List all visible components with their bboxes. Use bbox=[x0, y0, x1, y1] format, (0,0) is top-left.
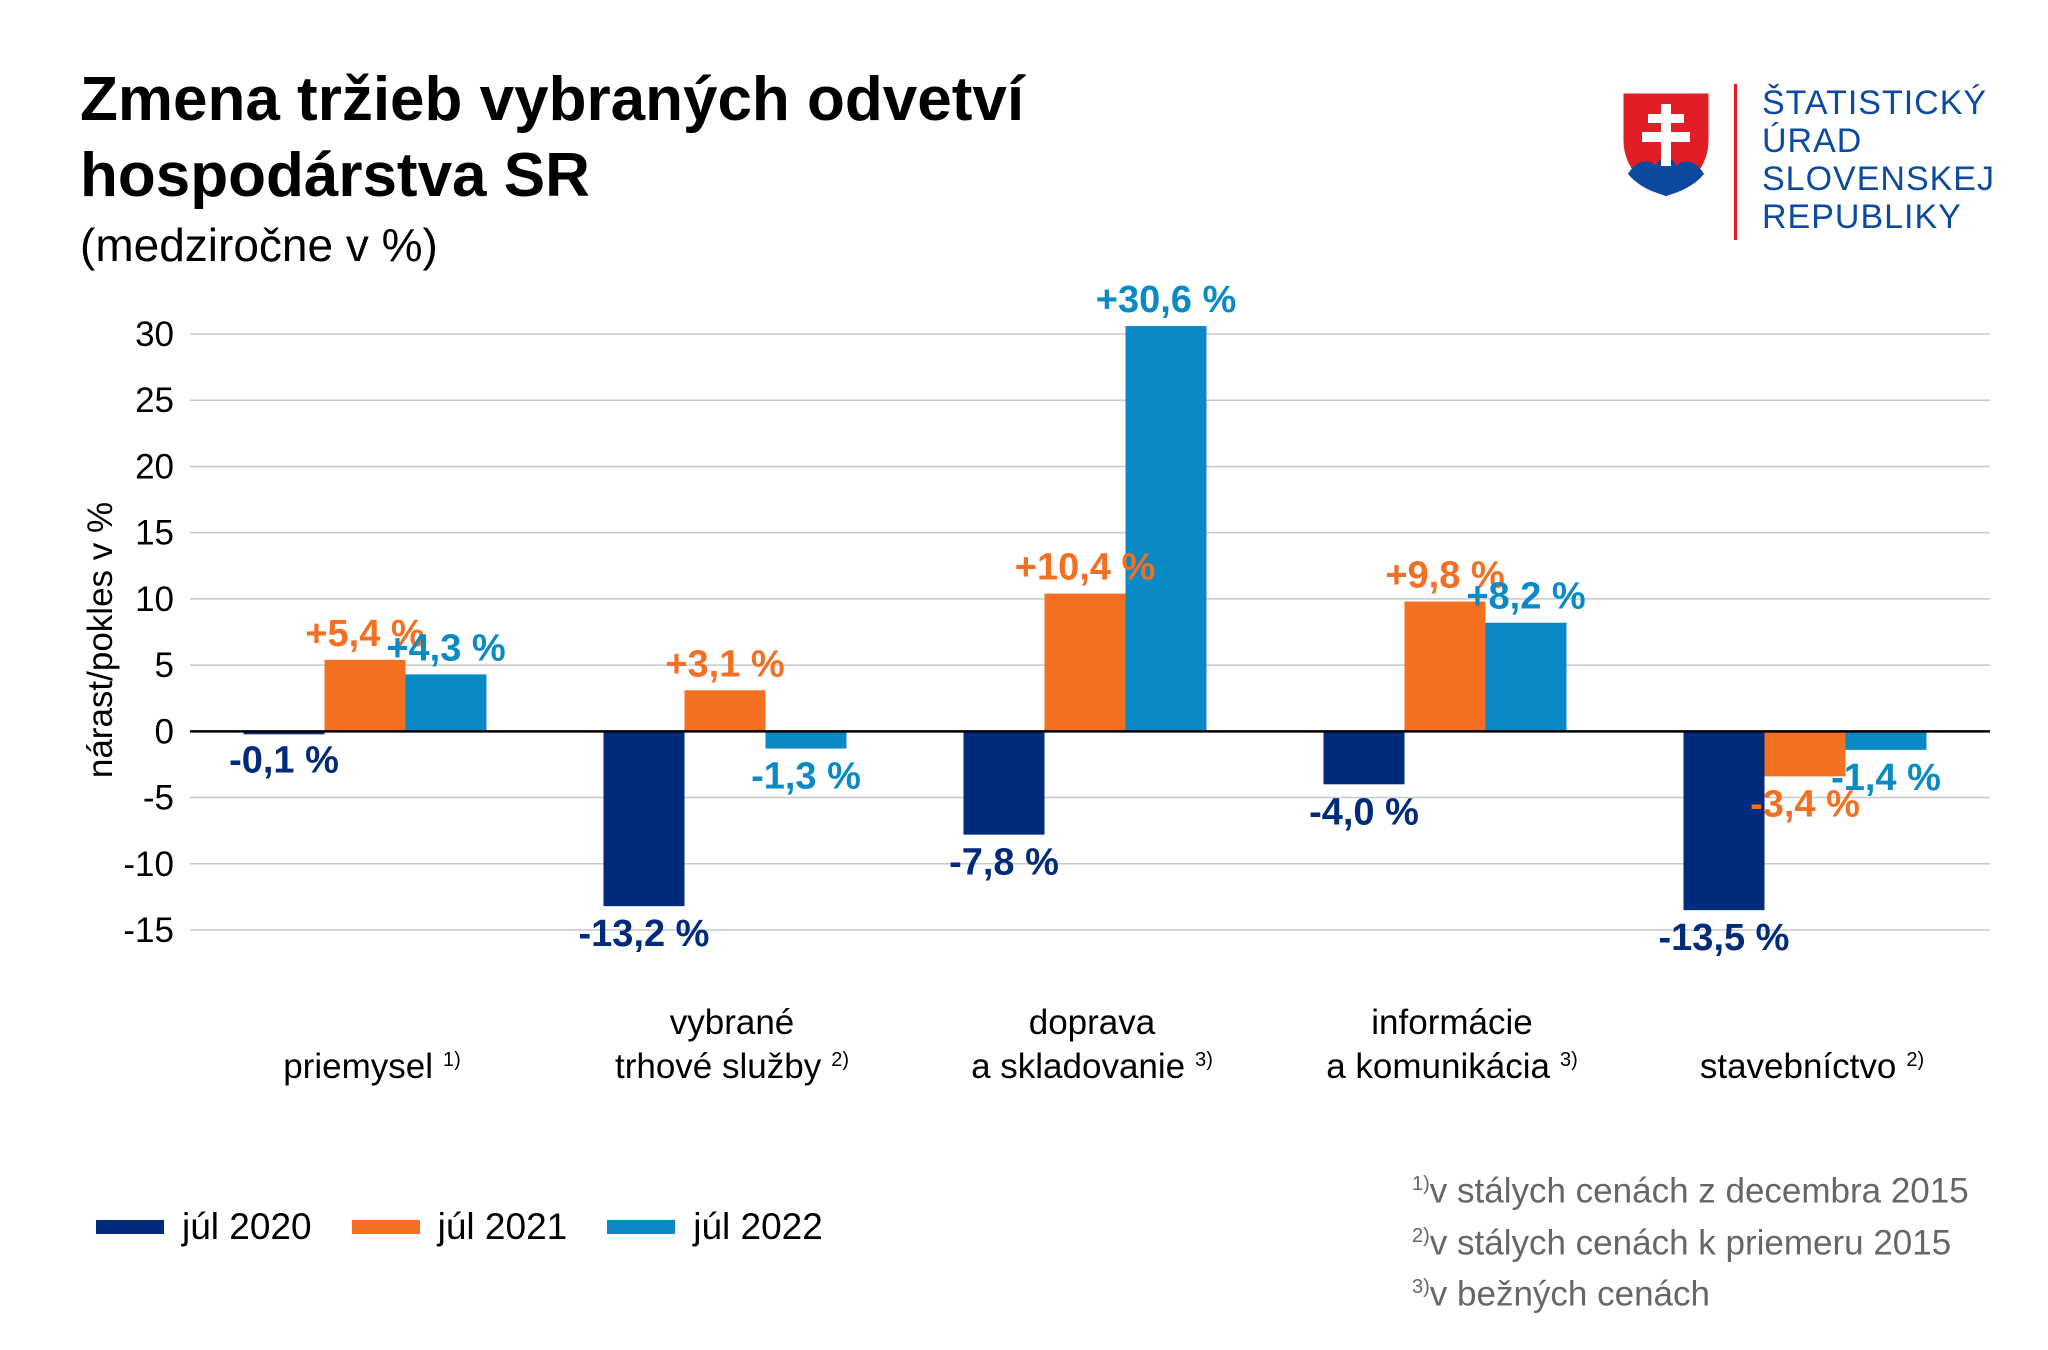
category-label: informácie a komunikácia 3) bbox=[1326, 1003, 1578, 1086]
footnote-3: 3)v bežných cenách bbox=[1412, 1274, 1710, 1314]
data-label: -13,2 % bbox=[579, 913, 710, 955]
bar bbox=[405, 674, 487, 732]
category-label: doprava a skladovanie 3) bbox=[971, 1003, 1213, 1086]
bar bbox=[603, 731, 685, 907]
data-label: -13,5 % bbox=[1659, 917, 1790, 959]
legend-swatch-2020 bbox=[96, 1220, 164, 1234]
legend-item-2021: júl 2021 bbox=[351, 1206, 568, 1248]
footnotes: 1)v stálych cenách z decembra 2015 2)v s… bbox=[1412, 1162, 1969, 1317]
y-tick-label: 25 bbox=[135, 381, 174, 420]
bar bbox=[243, 731, 325, 735]
data-label: +9,8 % bbox=[1385, 555, 1504, 597]
chart-subtitle: (medziročne v %) bbox=[80, 219, 438, 271]
bar bbox=[1404, 601, 1486, 732]
legend-item-2022: júl 2022 bbox=[607, 1206, 823, 1248]
bar bbox=[1683, 731, 1765, 911]
legend-label-2021: júl 2021 bbox=[437, 1206, 568, 1247]
bar bbox=[1845, 731, 1927, 750]
bar bbox=[1764, 731, 1846, 777]
logo-text-line4: REPUBLIKY bbox=[1762, 198, 1962, 236]
y-tick-label: 30 bbox=[135, 315, 174, 354]
bar bbox=[1044, 593, 1126, 732]
data-label: -7,8 % bbox=[949, 842, 1059, 884]
bar bbox=[1125, 326, 1207, 732]
chart-title-line2: hospodárstva SR bbox=[80, 141, 590, 210]
data-label: +4,3 % bbox=[386, 627, 505, 669]
category-label: priemysel 1) bbox=[283, 1047, 461, 1086]
footnote-1: 1)v stálych cenách z decembra 2015 bbox=[1412, 1171, 1969, 1211]
bar bbox=[765, 731, 847, 749]
data-label: -4,0 % bbox=[1309, 791, 1419, 833]
category-label: stavebníctvo 2) bbox=[1700, 1047, 1924, 1086]
y-tick-label: -5 bbox=[143, 779, 174, 818]
logo-text-line1: ŠTATISTICKÝ bbox=[1762, 84, 1988, 122]
legend-swatch-2021 bbox=[351, 1220, 420, 1234]
y-tick-label: -10 bbox=[123, 845, 174, 884]
logo-text: ŠTATISTICKÝ ÚRAD SLOVENSKEJ REPUBLIKY bbox=[1762, 84, 1995, 236]
bar bbox=[1323, 731, 1405, 785]
bar bbox=[963, 731, 1045, 835]
data-label: +5,4 % bbox=[305, 613, 424, 655]
logo-text-line2: ÚRAD bbox=[1762, 122, 1863, 160]
legend-label-2022: júl 2022 bbox=[693, 1206, 823, 1247]
data-labels: -0,1 % +5,4 %+4,3 % -13,2 % +3,1 % -1,3 % -7,… bbox=[229, 279, 1941, 959]
y-tick-label: 0 bbox=[155, 712, 174, 751]
y-tick-label: -15 bbox=[123, 911, 174, 950]
data-label: +10,4 % bbox=[1015, 547, 1156, 589]
legend-item-2020: júl 2020 bbox=[96, 1206, 312, 1248]
bar bbox=[1485, 622, 1567, 732]
y-axis-label: nárast/pokles v % bbox=[81, 502, 120, 778]
bar bbox=[324, 659, 406, 732]
y-tick-label: 20 bbox=[135, 447, 174, 486]
y-tick-labels: 30 25 20 15 10 5 0 -5 -10 -15 bbox=[123, 315, 174, 950]
data-label: -1,3 % bbox=[751, 756, 861, 798]
bars bbox=[243, 326, 1927, 911]
legend-swatch-2022 bbox=[607, 1220, 676, 1234]
data-label: -0,1 % bbox=[229, 740, 339, 782]
chart-title-line1: Zmena tržieb vybraných odvetví bbox=[80, 65, 1025, 134]
bar bbox=[684, 690, 766, 732]
legend-label-2020: júl 2020 bbox=[182, 1206, 312, 1247]
y-tick-label: 10 bbox=[135, 580, 174, 619]
legend: júl 2020 júl 2021 júl 2022 bbox=[96, 1206, 823, 1248]
category-label: vybrané trhové služby 2) bbox=[615, 1003, 849, 1086]
data-label: -3,4 % bbox=[1750, 783, 1860, 825]
y-tick-label: 5 bbox=[155, 646, 174, 685]
data-label: +8,2 % bbox=[1466, 576, 1585, 618]
data-label: -1,4 % bbox=[1831, 757, 1941, 799]
data-label: +3,1 % bbox=[665, 643, 784, 685]
statistical-office-logo: ŠTATISTICKÝ ÚRAD SLOVENSKEJ REPUBLIKY bbox=[1618, 84, 2018, 244]
logo-divider bbox=[1734, 84, 1737, 240]
data-label: +30,6 % bbox=[1096, 279, 1237, 321]
logo-text-line3: SLOVENSKEJ bbox=[1762, 160, 1995, 198]
category-labels: priemysel 1) vybrané trhové služby 2) doprava… bbox=[283, 1003, 1924, 1086]
footnote-2: 2)v stálych cenách k priemeru 2015 bbox=[1412, 1223, 1952, 1263]
y-tick-label: 15 bbox=[135, 514, 174, 553]
chart-title: Zmena tržieb vybraných odvetví hospodárs… bbox=[80, 62, 1024, 214]
slovak-coat-of-arms-icon bbox=[1620, 90, 1712, 200]
